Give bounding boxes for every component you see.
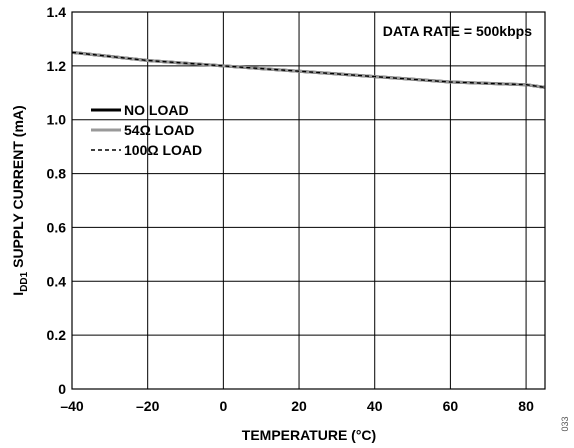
x-tick-label: 80 xyxy=(518,398,534,414)
y-axis-label-subscript: DD1 xyxy=(19,271,30,291)
legend-label-0: NO LOAD xyxy=(124,102,189,118)
series-line-1 xyxy=(72,52,545,87)
y-tick-label: 0.8 xyxy=(47,166,67,182)
x-tick-label: 60 xyxy=(443,398,459,414)
y-tick-label: 1.2 xyxy=(47,58,67,74)
legend-label-2: 100Ω LOAD xyxy=(124,142,202,158)
x-tick-label: 20 xyxy=(291,398,307,414)
x-tick-label: 40 xyxy=(367,398,383,414)
figure-id: 033 xyxy=(560,416,570,431)
y-tick-labels: 0 0.2 0.4 0.6 0.8 1.0 1.2 1.4 xyxy=(47,4,67,397)
x-tick-label: –20 xyxy=(136,398,160,414)
x-tick-label: –40 xyxy=(60,398,84,414)
y-tick-label: 0.2 xyxy=(47,327,67,343)
annotation-data-rate: DATA RATE = 500kbps xyxy=(383,23,532,39)
x-tick-labels: –40 –20 0 20 40 60 80 xyxy=(60,398,534,414)
y-axis-label-suffix: SUPPLY CURRENT (mA) xyxy=(10,105,26,271)
y-tick-label: 1.0 xyxy=(47,112,67,128)
legend: NO LOAD 54Ω LOAD 100Ω LOAD xyxy=(91,102,202,158)
legend-label-1: 54Ω LOAD xyxy=(124,122,194,138)
x-axis-label: TEMPERATURE (°C) xyxy=(242,427,376,443)
plot-frame xyxy=(72,12,545,389)
series-lines xyxy=(72,52,545,87)
y-axis-label: IDD1 SUPPLY CURRENT (mA) xyxy=(10,105,30,295)
x-tick-label: 0 xyxy=(219,398,227,414)
y-tick-label: 1.4 xyxy=(47,4,67,20)
grid-lines xyxy=(72,12,545,389)
y-tick-label: 0.4 xyxy=(47,273,67,289)
y-tick-label: 0 xyxy=(58,381,66,397)
y-tick-label: 0.6 xyxy=(47,219,67,235)
